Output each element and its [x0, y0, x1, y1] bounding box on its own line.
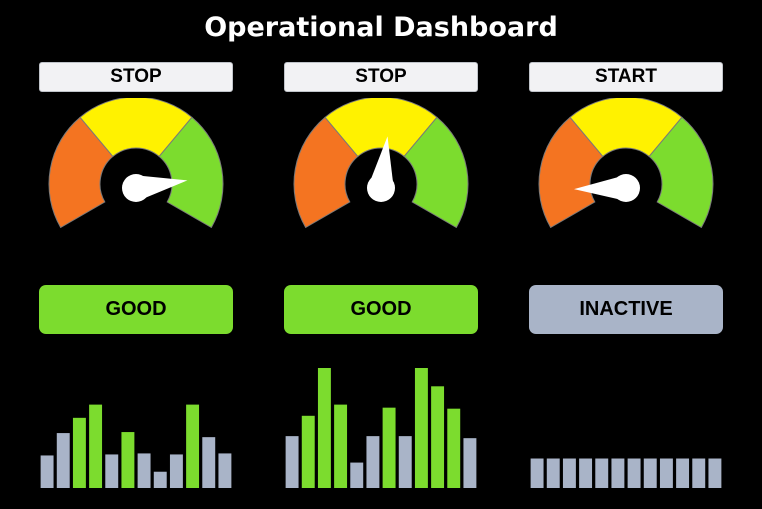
bar: [40, 455, 54, 488]
gauge: [538, 98, 714, 229]
bar: [285, 436, 299, 488]
bar-chart: [530, 458, 722, 488]
status-badge: GOOD: [39, 285, 233, 334]
gauge-segment-green: [158, 116, 224, 229]
bar: [202, 437, 216, 488]
control-button[interactable]: START: [529, 62, 723, 92]
gauge-segment-red: [293, 116, 359, 229]
gauge-needle: [574, 175, 627, 201]
bar: [659, 458, 673, 488]
bar: [463, 438, 477, 488]
bar-chart: [285, 368, 477, 488]
bar: [676, 458, 690, 488]
status-badge: GOOD: [284, 285, 478, 334]
bar: [708, 458, 722, 488]
bar: [317, 368, 331, 488]
bar: [595, 458, 609, 488]
bar: [447, 408, 461, 488]
bar: [334, 404, 348, 488]
gauge-segment-green: [403, 116, 469, 229]
gauge-segment-yellow: [324, 98, 438, 158]
panel-2: STOP GOOD: [284, 0, 478, 509]
gauge-segment-red: [48, 116, 114, 229]
gauge-segment-yellow: [569, 98, 683, 158]
bar: [398, 436, 412, 488]
bar: [137, 453, 151, 488]
gauge-segment-yellow: [79, 98, 193, 158]
bar: [627, 458, 641, 488]
bar: [692, 458, 706, 488]
bar: [169, 454, 183, 488]
panel-3: START INACTIVE: [529, 0, 723, 509]
bar: [153, 471, 167, 488]
bar: [72, 417, 86, 488]
bar: [301, 415, 315, 488]
gauge: [48, 98, 224, 229]
bar: [56, 433, 70, 488]
dashboard-title: Operational Dashboard: [204, 12, 558, 43]
bar: [382, 407, 396, 488]
bar: [431, 386, 445, 488]
bar: [414, 368, 428, 488]
gauge: [293, 98, 469, 229]
bar: [562, 458, 576, 488]
bar-chart: [40, 404, 232, 488]
bar: [579, 458, 593, 488]
bar: [121, 432, 135, 488]
bar: [186, 404, 200, 488]
control-button[interactable]: STOP: [284, 62, 478, 92]
bar: [530, 458, 544, 488]
gauge-segment-green: [648, 116, 714, 229]
status-badge: INACTIVE: [529, 285, 723, 334]
panel-1: STOP GOOD: [39, 0, 233, 509]
bar: [105, 454, 119, 488]
bar: [89, 404, 103, 488]
bar: [546, 458, 560, 488]
control-button[interactable]: STOP: [39, 62, 233, 92]
bar: [350, 462, 364, 488]
gauge-needle: [134, 175, 188, 201]
bar: [218, 453, 232, 488]
bar: [366, 436, 380, 488]
bar: [643, 458, 657, 488]
gauge-needle: [368, 136, 394, 190]
bar: [611, 458, 625, 488]
